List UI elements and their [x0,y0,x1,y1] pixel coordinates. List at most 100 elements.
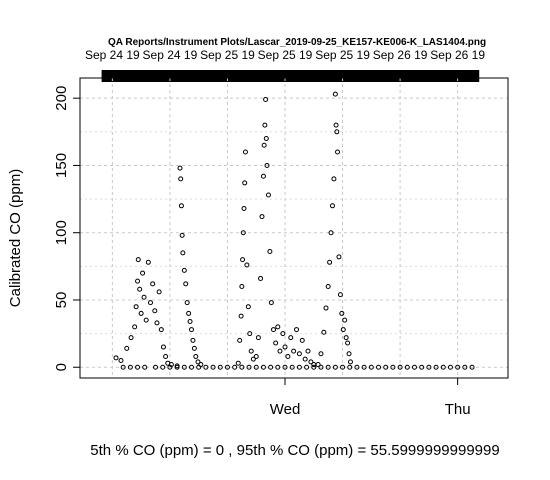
data-point [188,327,194,333]
data-point [152,308,158,314]
top-tick-label: Sep 24 19 [143,48,198,62]
data-point [141,294,147,300]
data-point [335,149,341,155]
data-point [158,327,164,333]
data-point [308,359,314,365]
top-tick-label: Sep 25 19 [200,48,255,62]
data-point [318,351,324,357]
data-point [137,286,143,292]
data-point [342,317,348,323]
data-point [120,364,126,370]
data-point [336,254,342,260]
data-point [426,364,432,370]
data-point [188,364,194,370]
data-point [331,176,337,182]
x-tick-label: Wed [270,401,301,418]
data-point [340,364,346,370]
data-point [469,364,475,370]
data-point [241,205,247,211]
data-point [329,203,335,209]
data-point [242,149,248,155]
data-point [282,364,288,370]
data-point [345,340,351,346]
data-point [347,359,353,365]
data-point [198,362,204,368]
data-point [262,122,268,128]
data-point [238,313,244,319]
data-point [138,310,144,316]
data-point [186,310,192,316]
data-point [325,284,331,290]
data-point [195,359,201,365]
data-point [253,364,259,370]
data-point [246,364,252,370]
data-point [239,364,245,370]
data-point [273,340,279,346]
data-point [347,364,353,370]
data-point [383,364,389,370]
data-point [150,281,156,287]
data-point [325,364,331,370]
data-point [193,353,199,359]
data-point [327,259,333,265]
data-point [332,364,338,370]
data-point [235,360,241,366]
data-point [240,257,246,263]
data-point [242,180,248,186]
data-point [315,362,321,368]
data-point [291,348,297,354]
data-point [248,348,254,354]
data-point [135,364,141,370]
data-point [376,364,382,370]
data-point [127,364,133,370]
data-point [135,257,141,263]
data-point [368,364,374,370]
data-point [128,335,134,341]
data-point [143,317,149,323]
data-point [318,364,324,370]
data-point [321,329,327,335]
data-point [181,364,187,370]
data-point [275,364,281,370]
plot-frame [79,77,509,379]
data-point [263,97,269,103]
data-point [147,300,153,306]
data-point [296,351,302,357]
data-point [447,364,453,370]
data-point [282,344,288,350]
data-point [184,300,190,306]
data-point [224,364,230,370]
data-point [181,267,187,273]
data-point [244,262,250,268]
data-point [289,364,295,370]
chart-title: QA Reports/Instrument Plots/Lascar_2019-… [108,37,486,48]
data-point [288,335,294,341]
data-point [337,292,343,298]
y-tick-label: 0 [53,363,70,371]
data-point [299,337,305,343]
grid-lines [80,78,508,378]
top-tick-label: Sep 24 19 [85,48,140,62]
data-point [183,281,189,287]
data-point [132,324,138,330]
data-point [113,355,119,361]
data-point [280,331,286,337]
data-point [296,364,302,370]
x-tick-label: Thu [445,401,471,418]
data-point [168,362,174,368]
data-point [323,305,329,311]
y-tick-label: 50 [53,292,70,309]
data-point [190,337,196,343]
data-point [390,364,396,370]
y-tick-label: 100 [53,220,70,245]
data-point [240,230,246,236]
footer-stats: 5th % CO (ppm) = 0 , 95th % CO (ppm) = 5… [90,442,499,459]
data-point [340,327,346,333]
data-point [142,364,148,370]
scatter-points [113,91,475,370]
data-point [261,142,267,148]
data-point [294,327,300,333]
data-point [354,364,360,370]
data-point [118,358,124,364]
